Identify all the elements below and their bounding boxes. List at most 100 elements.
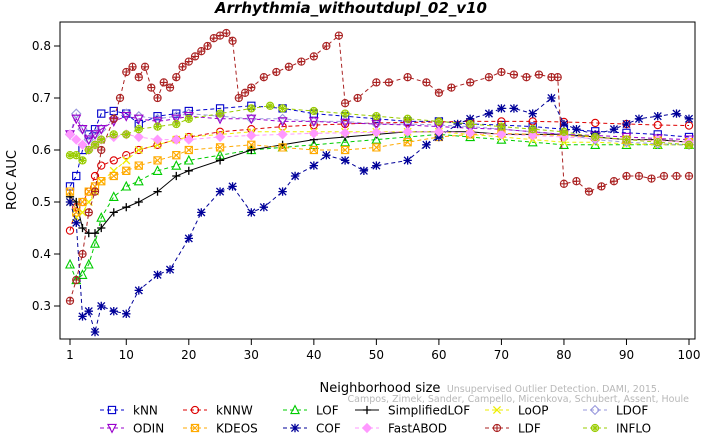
data-point: [465, 114, 475, 123]
data-point: [340, 127, 351, 138]
data-point: [153, 156, 162, 165]
data-point: [97, 223, 106, 233]
data-point: [65, 258, 75, 269]
x-axis-label: Neighborhood size: [320, 381, 441, 396]
data-point: [84, 307, 93, 316]
data-point: [246, 130, 257, 141]
data-point: [422, 140, 431, 149]
data-point: [278, 104, 287, 113]
data-point: [466, 119, 475, 129]
watermark-line-1: Unsupervised Outlier Detection. DAMI, 20…: [447, 384, 660, 395]
data-point: [172, 109, 181, 118]
data-point: [297, 57, 306, 66]
legend-label: kNN: [133, 404, 158, 418]
data-point: [277, 129, 288, 140]
data-point: [247, 104, 256, 113]
data-point: [359, 166, 369, 175]
data-point: [591, 118, 600, 128]
data-point: [134, 73, 143, 82]
data-point: [84, 145, 93, 155]
data-point: [309, 52, 318, 61]
data-point: [334, 31, 344, 40]
data-point: [340, 118, 351, 129]
data-point: [165, 265, 175, 274]
data-point: [484, 109, 494, 118]
data-point: [290, 171, 300, 181]
legend-marker: [107, 405, 117, 415]
series-line: [69, 133, 689, 281]
x-axis-ticks: 1 10 20 30 40 50 60 70 80 90 100: [66, 339, 700, 362]
data-point: [97, 145, 106, 155]
data-point: [197, 47, 206, 56]
data-point: [215, 109, 225, 118]
x-tick-label: 1: [66, 348, 74, 362]
legend-marker: [589, 404, 601, 416]
data-point: [133, 175, 144, 186]
legend-item-lof: LOF: [283, 404, 339, 418]
data-point: [609, 125, 619, 134]
legend-label: LDF: [518, 422, 541, 434]
data-point: [247, 208, 256, 217]
legend-label: LDOF: [616, 404, 648, 418]
data-point: [83, 258, 94, 269]
data-point: [340, 109, 350, 118]
data-point: [372, 78, 381, 87]
data-point: [97, 177, 106, 186]
legend-marker: [107, 423, 117, 434]
legend-item-simplifiedlof: SimplifiedLOF: [355, 404, 470, 418]
data-point: [559, 127, 569, 136]
data-point: [528, 125, 537, 134]
data-point: [672, 171, 681, 181]
data-point: [622, 171, 631, 181]
data-point: [228, 182, 237, 191]
data-point: [90, 130, 101, 141]
data-point: [134, 161, 143, 170]
data-point: [78, 156, 87, 165]
data-point: [72, 171, 81, 181]
data-point: [122, 156, 131, 165]
legend-marker: [492, 423, 502, 433]
data-point: [234, 93, 243, 103]
data-point: [97, 135, 106, 144]
y-tick-label: 0.5: [32, 195, 51, 209]
data-point: [308, 117, 319, 128]
data-point: [178, 62, 187, 71]
series-layer: [64, 28, 695, 337]
x-tick-label: 80: [556, 348, 571, 362]
data-point: [122, 203, 131, 212]
legend-item-fastabod: FastABOD: [355, 422, 447, 434]
data-point: [184, 114, 193, 123]
data-point: [272, 67, 281, 77]
data-point: [308, 128, 319, 139]
data-point: [684, 114, 694, 123]
data-point: [97, 161, 106, 170]
data-point: [134, 125, 143, 134]
data-point: [340, 145, 350, 155]
data-point: [597, 182, 606, 191]
legend-marker: [590, 423, 600, 433]
series-lof: [65, 128, 694, 285]
series-line: [69, 32, 689, 301]
data-point: [497, 104, 506, 113]
x-tick-label: 50: [369, 348, 384, 362]
data-point: [265, 101, 275, 110]
watermark-line-2: Campos, Zimek, Sander, Campello, Micenko…: [348, 394, 690, 405]
data-point: [634, 114, 644, 123]
series-line: [69, 115, 690, 141]
data-point: [402, 126, 413, 137]
data-point: [215, 187, 225, 196]
legend-label: SimplifiedLOF: [388, 404, 470, 418]
data-point: [422, 78, 431, 87]
legend-item-inflo: INFLO: [583, 422, 651, 434]
data-point: [153, 93, 162, 103]
data-point: [140, 62, 150, 71]
data-point: [465, 127, 476, 138]
data-point: [240, 88, 250, 97]
legend-marker: [290, 404, 300, 415]
legend-item-kdeos: KDEOS: [183, 422, 258, 434]
data-point: [647, 174, 656, 183]
data-point: [228, 36, 237, 45]
data-point: [77, 139, 88, 150]
x-tick-label: 100: [678, 348, 701, 362]
data-point: [171, 114, 182, 125]
